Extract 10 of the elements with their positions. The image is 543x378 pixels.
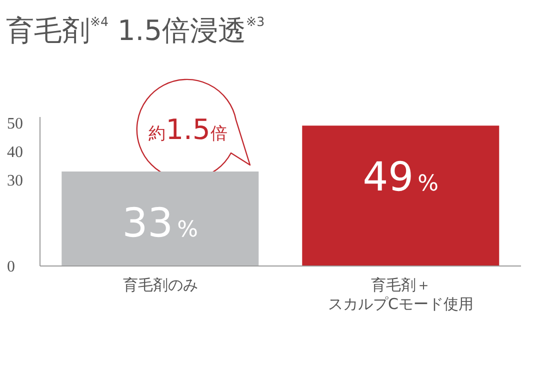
data-label: 33% <box>122 200 198 246</box>
y-tick-label: 30 <box>7 172 23 190</box>
y-tick-label: 50 <box>7 115 23 132</box>
y-tick-label: 40 <box>7 144 23 162</box>
chart-title: 育毛剤$^{※4}$ 1.5倍浸透$^{※3}$ <box>6 14 265 47</box>
x-tick-label: 育毛剤のみ <box>122 276 198 294</box>
x-tick-label: 育毛剤＋スカルプCモード使用 <box>328 276 474 313</box>
annotation: 約1.5倍 <box>148 113 228 146</box>
y-tick-label: 0 <box>7 258 15 276</box>
data-label: 49% <box>362 154 439 201</box>
